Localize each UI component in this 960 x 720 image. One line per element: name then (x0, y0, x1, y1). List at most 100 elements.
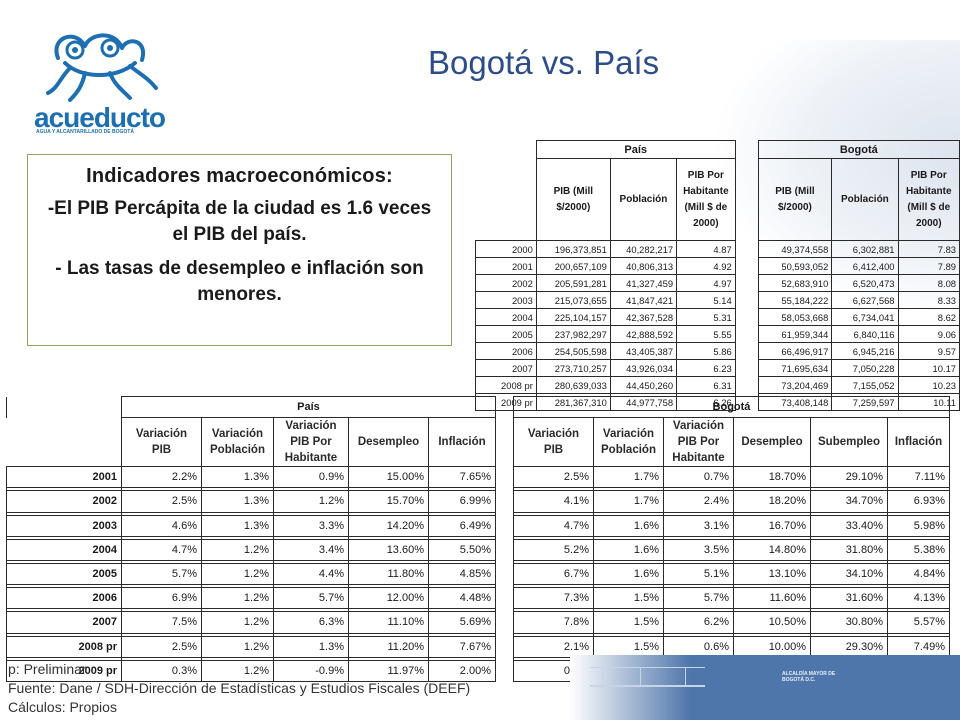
row-year: 2002 (475, 274, 537, 292)
cell-bogota-inflacion: 5.38% (887, 538, 950, 561)
row-year: 2002 (6, 490, 122, 513)
cell-bogota-pib: 71,695,634 (757, 359, 833, 377)
col-poblacion-header: Población (831, 158, 899, 241)
cell-bogota-inflacion: 4.84% (887, 562, 950, 586)
cell-pais-variacion-pib: 0.3% (121, 659, 202, 682)
cell-bogota-inflacion: 7.11% (887, 466, 950, 489)
cell-pais-pib-habitante: 5.31 (676, 308, 736, 326)
row-year: 2001 (6, 466, 122, 489)
row-year: 2007 (6, 611, 122, 634)
cell-pais-variacion-pib-habitante: 3.3% (273, 514, 349, 537)
table-gap (495, 490, 514, 513)
cell-pais-variacion-pib: 2.5% (121, 490, 202, 513)
cell-pais-variacion-pib: 5.7% (121, 562, 202, 586)
cell-bogota-pib: 61,959,344 (757, 325, 833, 343)
col-variacion-pib-header: Variación PIB (121, 417, 202, 468)
cell-bogota-variacion-pib: 2.5% (513, 466, 594, 489)
table-row: 2006 254,505,598 43,405,387 5.86 66,496,917 6… (475, 342, 960, 360)
cell-bogota-inflacion: 5.57% (887, 611, 950, 634)
callout-point-2: - Las tasas de desempleo e inflación son… (55, 258, 424, 305)
cell-pais-poblacion: 42,367,528 (609, 308, 678, 326)
row-year: 2003 (6, 514, 122, 537)
table-corner (6, 396, 122, 418)
cell-pais-desempleo: 12.00% (348, 587, 429, 610)
table-gap (495, 539, 514, 561)
footnote-calculos: Cálculos: Propios (8, 699, 117, 715)
cell-pais-pib: 254,505,598 (535, 342, 611, 360)
cell-bogota-desempleo: 13.10% (733, 562, 811, 586)
table-gap (734, 140, 759, 159)
cell-bogota-subempleo: 30.80% (810, 611, 888, 634)
cell-bogota-variacion-pib: 7.8% (513, 611, 594, 634)
cell-bogota-poblacion: 6,520,473 (831, 274, 899, 292)
table-gap (495, 636, 514, 658)
cell-pais-inflacion: 4.48% (428, 587, 496, 610)
cell-bogota-pib-habitante: 10.17 (897, 359, 960, 377)
row-year: 2005 (475, 325, 537, 343)
row-spacer (6, 584, 950, 588)
cell-pais-poblacion: 44,450,260 (609, 376, 678, 394)
col-desempleo-header: Desempleo (348, 417, 429, 468)
spacer-cell (887, 584, 950, 588)
table-gap (734, 240, 759, 258)
cell-bogota-subempleo: 31.60% (810, 587, 888, 610)
cell-bogota-poblacion: 6,302,881 (831, 240, 899, 258)
pib-table: País Bogotá PIB (Mill $/2000) Población … (475, 140, 960, 411)
table-gap (734, 376, 759, 394)
cell-pais-inflacion: 5.69% (428, 611, 496, 634)
cell-bogota-poblacion: 6,945,216 (831, 342, 899, 360)
cell-pais-desempleo: 15.00% (348, 466, 429, 489)
cell-bogota-variacion-pib-habitante: 5.1% (663, 562, 734, 586)
table-row: 2004 225,104,157 42,367,528 5.31 58,053,668 6… (475, 308, 960, 326)
cell-pais-pib-habitante: 6.31 (676, 376, 736, 394)
cell-pais-poblacion: 41,327,459 (609, 274, 678, 292)
table-row: 2007 7.5% 1.2% 6.3% 11.10% 5.69% 7.8% 1.5% 6.2% 1… (6, 611, 950, 634)
cell-pais-pib-habitante: 5.14 (676, 291, 736, 309)
cell-bogota-variacion-poblacion: 1.5% (593, 587, 664, 610)
pib-table-body: 2000 196,373,851 40,282,217 4.87 49,374,558 6… (475, 240, 960, 411)
cell-bogota-desempleo: 10.00% (733, 635, 811, 658)
cell-pais-variacion-pib-habitante: -0.9% (273, 659, 349, 682)
cell-pais-pib: 205,591,281 (535, 274, 611, 292)
col-variacion-poblacion-header: Variación Población (593, 417, 664, 468)
spacer-cell (887, 608, 950, 612)
row-spacer (6, 608, 950, 612)
row-year: 2004 (6, 538, 122, 561)
col-subempleo-header: Subempleo (810, 417, 888, 468)
group-bogota-header: Bogotá (757, 140, 960, 159)
cell-bogota-variacion-poblacion: 1.6% (593, 538, 664, 561)
cell-bogota-pib: 50,593,052 (757, 257, 833, 275)
cell-pais-pib: 237,982,297 (535, 325, 611, 343)
alcaldia-logo-text: ALCALDÍA MAYOR DE BOGOTÁ D.C. (782, 671, 836, 683)
cell-bogota-subempleo: 29.30% (810, 635, 888, 658)
cell-bogota-variacion-pib-habitante: 5.7% (663, 587, 734, 610)
cell-pais-inflacion: 5.50% (428, 538, 496, 561)
page-title: Bogotá vs. País (428, 44, 660, 81)
cell-bogota-pib-habitante: 9.57 (897, 342, 960, 360)
row-year: 2001 (475, 257, 537, 275)
col-pib-habitante-header: PIB Por Habitante (Mill $ de 2000) (676, 158, 736, 241)
cell-bogota-desempleo: 11.60% (733, 587, 811, 610)
table-row: 2002 205,591,281 41,327,459 4.97 52,683,910 6… (475, 274, 960, 292)
cell-bogota-variacion-pib-habitante: 3.5% (663, 538, 734, 561)
frog-icon (46, 33, 158, 102)
cell-bogota-variacion-pib: 2.1% (513, 635, 594, 658)
spacer-cell (887, 633, 950, 636)
footer-line (602, 668, 603, 685)
cell-pais-inflacion: 6.99% (428, 490, 496, 513)
cell-bogota-inflacion: 6.93% (887, 490, 950, 513)
table-group-header: País Bogotá (476, 140, 960, 159)
cell-pais-pib: 280,639,033 (535, 376, 611, 394)
cell-bogota-variacion-poblacion: 1.6% (593, 562, 664, 586)
col-pib-header: PIB (Mill $/2000) (757, 158, 833, 241)
table-corner (476, 141, 537, 159)
table-gap (734, 274, 759, 292)
table-gap (734, 342, 759, 360)
footer-band: ALCALDÍA MAYOR DE BOGOTÁ D.C. (570, 655, 960, 720)
col-variacion-pib-habitante-header: Variación PIB Por Habitante (663, 417, 734, 468)
cell-bogota-poblacion: 6,840,116 (831, 325, 899, 343)
table-row: 2005 5.7% 1.2% 4.4% 11.80% 4.85% 6.7% 1.6% 5.1% 1… (6, 562, 950, 586)
table-row: 2002 2.5% 1.3% 1.2% 15.70% 6.99% 4.1% 1.7% 2.4% 1… (6, 490, 950, 513)
cell-bogota-desempleo: 16.70% (733, 514, 811, 537)
row-year: 2006 (6, 587, 122, 610)
